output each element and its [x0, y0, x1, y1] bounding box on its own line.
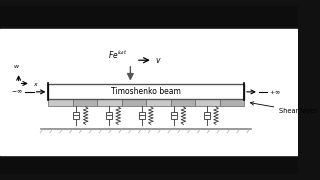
Bar: [0, 30, 298, 155]
Text: Timoshenko beam: Timoshenko beam: [111, 87, 181, 96]
Bar: [195, 98, 220, 106]
Bar: [171, 112, 177, 119]
Bar: [0, 6, 298, 25]
Bar: [48, 98, 73, 106]
Bar: [220, 98, 244, 106]
Bar: [171, 98, 195, 106]
Text: $w$: $w$: [13, 63, 20, 70]
Bar: [97, 98, 122, 106]
Text: $+\infty$: $+\infty$: [269, 88, 281, 96]
Bar: [146, 98, 171, 106]
Text: $v$: $v$: [155, 56, 161, 65]
Bar: [139, 112, 145, 119]
Text: $-\infty$: $-\infty$: [12, 89, 23, 95]
Bar: [73, 98, 97, 106]
Bar: [48, 84, 244, 99]
Text: $x$: $x$: [33, 81, 38, 88]
Bar: [122, 98, 146, 106]
Bar: [73, 112, 79, 119]
Bar: [204, 112, 210, 119]
Bar: [0, 155, 298, 174]
Bar: [106, 112, 112, 119]
Text: $Fe^{i\omega t}$: $Fe^{i\omega t}$: [108, 49, 128, 61]
Text: Shear layer: Shear layer: [250, 102, 317, 114]
